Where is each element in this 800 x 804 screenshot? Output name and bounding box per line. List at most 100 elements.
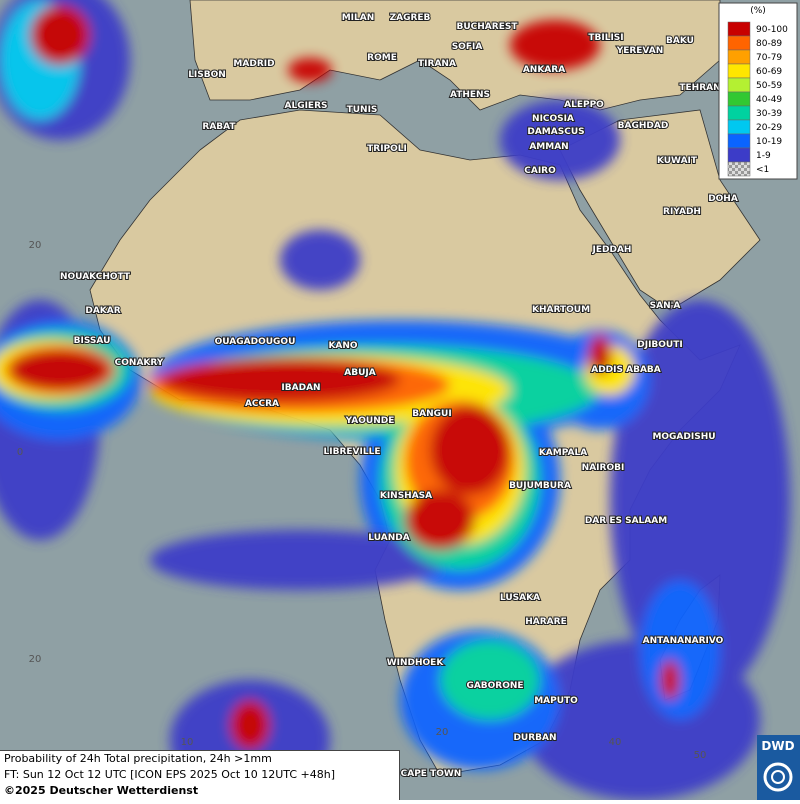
legend-label: 50-59 <box>756 81 782 91</box>
city-label: ROME <box>367 53 397 63</box>
legend-swatch <box>727 161 751 177</box>
city-label: TUNIS <box>347 105 378 115</box>
city-label: NOUAKCHOTT <box>60 272 131 282</box>
city-label: GABORONE <box>466 681 523 691</box>
legend-label: 40-49 <box>756 95 782 105</box>
city-label: LUANDA <box>368 533 409 543</box>
legend-swatch <box>727 77 751 93</box>
footer-title: Probability of 24h Total precipitation, … <box>4 752 272 765</box>
legend-swatch <box>727 49 751 65</box>
logo-text: DWD <box>761 739 794 753</box>
precip-area <box>640 580 720 720</box>
city-label: NAIROBI <box>582 463 625 473</box>
legend-label: 10-19 <box>756 137 782 147</box>
precip-area <box>280 230 360 290</box>
city-label: KUWAIT <box>657 156 698 166</box>
legend-label: <1 <box>756 165 769 175</box>
city-label: BANGUI <box>412 409 451 419</box>
logo: DWD <box>757 735 800 800</box>
city-label: DAR ES SALAAM <box>585 516 667 526</box>
city-label: DJIBOUTI <box>637 340 682 350</box>
city-label: KINSHASA <box>380 491 432 501</box>
city-label: MOGADISHU <box>652 432 715 442</box>
precip-area <box>440 640 540 720</box>
city-label: SAN'A <box>650 301 681 311</box>
legend-label: 20-29 <box>756 123 782 133</box>
city-label: TIRANA <box>418 59 456 69</box>
legend-label: 70-79 <box>756 53 782 63</box>
grid-label: 20 <box>29 654 42 665</box>
legend-swatch <box>727 21 751 37</box>
city-label: RIYADH <box>663 207 701 217</box>
city-label: AMMAN <box>529 142 568 152</box>
city-label: SOFIA <box>452 42 483 52</box>
city-label: DAKAR <box>85 306 120 316</box>
grid-label: 10 <box>181 737 194 748</box>
city-label: BUCHAREST <box>457 22 519 32</box>
footer: Probability of 24h Total precipitation, … <box>0 750 400 800</box>
precip-area <box>405 490 475 550</box>
city-label: ALEPPO <box>564 100 604 110</box>
legend-swatch <box>727 119 751 135</box>
city-label: ALGIERS <box>285 101 328 111</box>
city-label: YAOUNDE <box>345 416 395 426</box>
grid-label: 20 <box>436 727 449 738</box>
city-label: KANO <box>328 341 357 351</box>
legend-label: 30-39 <box>756 109 782 119</box>
city-label: IBADAN <box>281 383 320 393</box>
city-label: ZAGREB <box>390 13 431 23</box>
legend-swatch <box>727 133 751 149</box>
precip-area <box>160 358 400 402</box>
city-label: BUJUMBURA <box>509 481 571 491</box>
legend-unit: (%) <box>750 6 766 16</box>
legend-swatch <box>727 147 751 163</box>
city-label: DOHA <box>708 194 738 204</box>
precip-area <box>288 58 332 82</box>
city-label: ATHENS <box>450 90 490 100</box>
city-label: ANKARA <box>523 65 565 75</box>
city-label: KAMPALA <box>539 448 587 458</box>
footer-forecast: FT: Sun 12 Oct 12 UTC [ICON EPS 2025 Oct… <box>4 768 336 781</box>
precip-area <box>588 335 612 375</box>
labels: MILAN ZAGREB BUCHAREST TBILISI BAKU MADRID ROM… <box>17 12 739 780</box>
city-label: WINDHOEK <box>387 658 445 668</box>
city-label: OUAGADOUGOU <box>215 337 296 347</box>
city-label: ACCRA <box>245 399 279 409</box>
legend-label: 90-100 <box>756 25 788 35</box>
legend-swatch <box>727 105 751 121</box>
precip-area <box>430 405 510 495</box>
city-label: BAGHDAD <box>618 121 669 131</box>
footer-copyright: ©2025 Deutscher Wetterdienst <box>4 784 199 797</box>
legend-swatch <box>727 91 751 107</box>
city-label: YEREVAN <box>616 46 664 56</box>
city-label: DURBAN <box>513 733 556 743</box>
city-label: CAIRO <box>524 166 556 176</box>
city-label: JEDDAH <box>592 245 632 255</box>
precip-area <box>660 660 680 700</box>
city-label: ADDIS ABABA <box>591 365 661 375</box>
city-label: BISSAU <box>74 336 111 346</box>
grid-label: 50 <box>694 750 707 761</box>
legend-label: 1-9 <box>756 151 771 161</box>
city-label: MAPUTO <box>534 696 578 706</box>
city-label: ANTANANARIVO <box>643 636 724 646</box>
grid-label: 0 <box>17 447 23 458</box>
city-label: KHARTOUM <box>532 305 590 315</box>
city-label: LISBON <box>188 70 226 80</box>
legend-swatch <box>727 63 751 79</box>
city-label: LUSAKA <box>500 593 540 603</box>
precip-area <box>510 20 600 70</box>
legend-label: 80-89 <box>756 39 782 49</box>
city-label: ABUJA <box>344 368 375 378</box>
city-label: TBILISI <box>588 33 623 43</box>
city-label: LIBREVILLE <box>324 447 381 457</box>
legend-label: 60-69 <box>756 67 782 77</box>
precip-area <box>230 700 270 750</box>
city-label: MILAN <box>342 13 375 23</box>
city-label: MADRID <box>233 59 274 69</box>
legend-swatch <box>727 35 751 51</box>
city-label: BAKU <box>666 36 694 46</box>
